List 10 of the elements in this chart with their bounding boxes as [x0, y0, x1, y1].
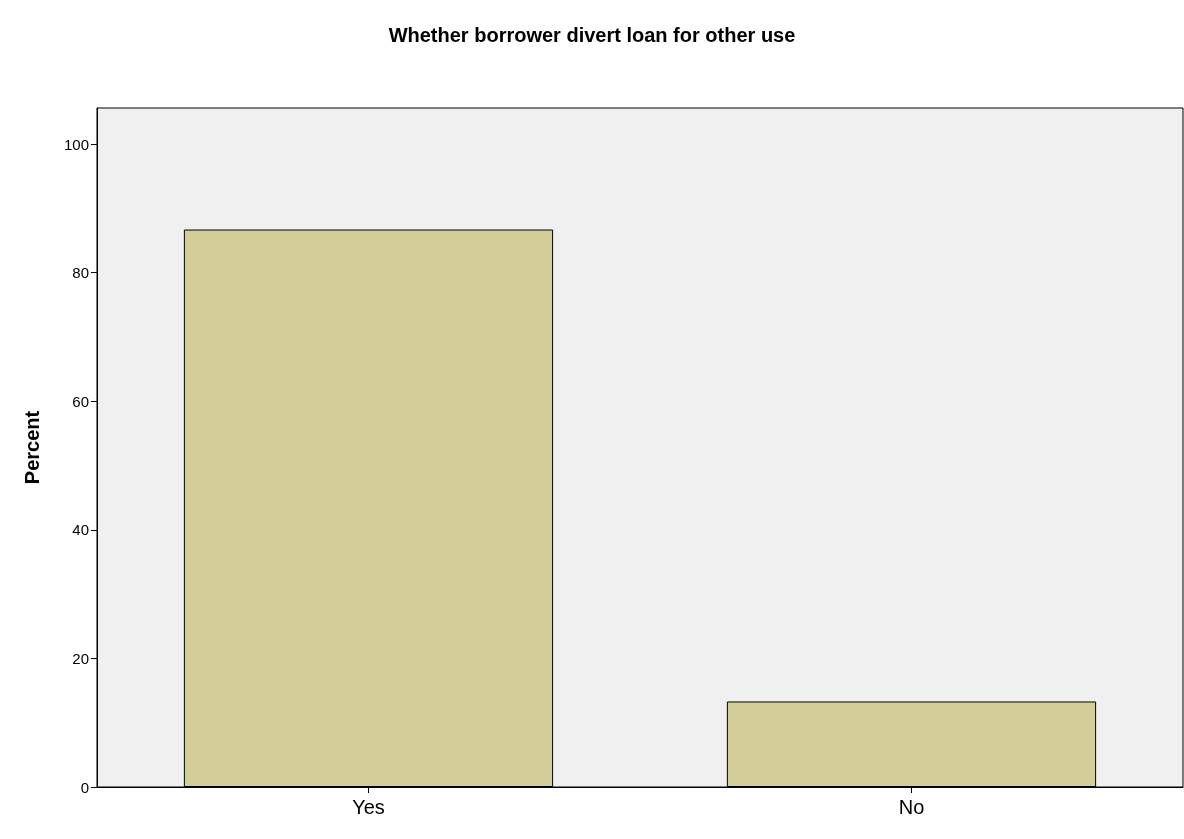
y-axis-title: Percent — [21, 410, 43, 485]
y-tick-label: 40 — [72, 521, 89, 539]
y-tick-label: 20 — [72, 649, 89, 667]
chart-title: Whether borrower divert loan for other use — [388, 24, 796, 46]
y-tick-label: 100 — [63, 135, 89, 153]
y-tick-label: 80 — [72, 264, 89, 282]
y-tick-label: 60 — [72, 392, 89, 410]
x-tick-label: Yes — [352, 796, 385, 818]
y-tick-label: 0 — [80, 778, 89, 796]
x-tick-label: No — [898, 796, 925, 818]
